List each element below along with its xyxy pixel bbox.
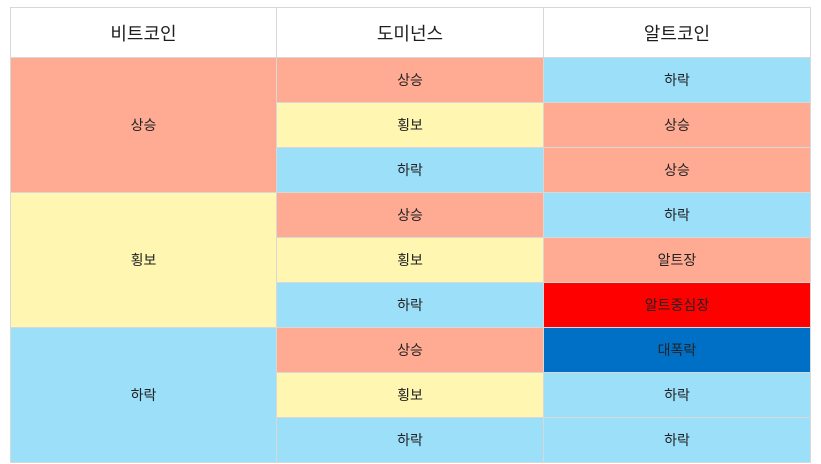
dominance-cell: 상승 [276, 327, 544, 373]
table-row: 횡보 상승 하락 [10, 192, 811, 328]
altcoin-cell: 하락 [543, 417, 811, 463]
header-dominance: 도미넌스 [276, 7, 544, 58]
header-bitcoin: 비트코인 [10, 7, 277, 58]
altcoin-cell: 알트중심장 [543, 282, 811, 328]
dominance-cell: 하락 [276, 417, 544, 463]
market-scenario-table-container: 비트코인 도미넌스 알트코인 상승 상승 하락 횡보 상승 하락 상승 횡보 [10, 7, 811, 463]
table-row: 횡보 알트장 [11, 237, 811, 283]
table-row: 횡보 하락 [11, 372, 811, 418]
table-row: 하락 상승 대폭락 [10, 327, 811, 463]
altcoin-cell: 하락 [543, 57, 811, 103]
header-altcoin: 알트코인 [543, 7, 811, 58]
bitcoin-cell: 횡보 [10, 192, 277, 328]
dominance-cell: 횡보 [276, 102, 544, 148]
altcoin-cell: 하락 [543, 372, 811, 418]
altcoin-cell: 상승 [543, 102, 811, 148]
table-row: 횡보 상승 [11, 102, 811, 148]
dominance-cell: 횡보 [276, 372, 544, 418]
dominance-cell: 하락 [276, 147, 544, 193]
bitcoin-cell: 하락 [10, 327, 277, 463]
market-scenario-table: 비트코인 도미넌스 알트코인 상승 상승 하락 횡보 상승 하락 상승 횡보 [10, 7, 811, 463]
table-row: 상승 상승 하락 [10, 57, 811, 193]
dominance-cell: 상승 [276, 57, 544, 103]
table-row: 하락 상승 [11, 147, 811, 193]
altcoin-cell: 상승 [543, 147, 811, 193]
table-header-row: 비트코인 도미넌스 알트코인 [10, 7, 811, 58]
dominance-cell: 횡보 [276, 237, 544, 283]
dominance-cell: 상승 [276, 192, 544, 238]
altcoin-cell: 알트장 [543, 237, 811, 283]
altcoin-cell: 대폭락 [543, 327, 811, 373]
bitcoin-cell: 상승 [10, 57, 277, 193]
table-row: 하락 알트중심장 [11, 282, 811, 328]
dominance-cell: 하락 [276, 282, 544, 328]
altcoin-cell: 하락 [543, 192, 811, 238]
table-row: 하락 하락 [11, 417, 811, 463]
